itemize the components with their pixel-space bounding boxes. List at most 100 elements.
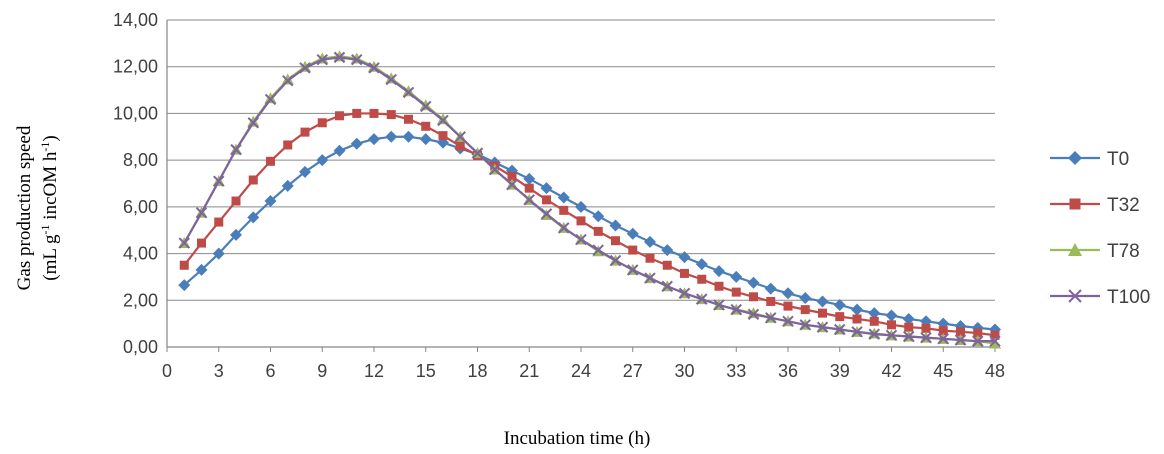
data-point-x-stroke — [178, 237, 190, 249]
data-point-diamond — [178, 279, 191, 292]
x-tick-label: 3 — [214, 361, 224, 381]
data-point-square — [352, 108, 362, 118]
data-point-square — [697, 274, 707, 284]
data-point-x — [385, 73, 397, 86]
data-point-x-stroke — [299, 62, 311, 74]
data-point-square — [369, 108, 379, 118]
x-tick-label: 42 — [881, 361, 901, 381]
legend-item-t0: T0 — [1050, 149, 1129, 170]
data-point-x — [954, 334, 967, 346]
x-tick-label: 9 — [317, 361, 327, 381]
x-tick-label: 15 — [416, 361, 436, 381]
data-point-x — [937, 333, 949, 345]
data-point-diamond — [747, 276, 760, 289]
data-point-x — [540, 208, 553, 220]
y-axis-unit-part2: incOM h — [40, 151, 61, 224]
data-point-x-stroke — [782, 315, 794, 328]
y-axis-title-line1: Gas production speed — [14, 125, 35, 290]
data-point-square — [973, 328, 983, 338]
y-tick-label: 10,00 — [113, 103, 158, 123]
x-tick-label: 6 — [265, 361, 275, 381]
data-point-x-stroke — [282, 75, 294, 87]
x-tick-label: 30 — [674, 361, 694, 381]
data-point-square — [869, 316, 879, 326]
y-axis-title-line2: (mL g-1 incOM h-1) — [38, 135, 61, 280]
data-point-x — [747, 308, 760, 321]
data-point-x — [333, 51, 346, 64]
data-point-diamond — [799, 291, 812, 304]
data-point-x-stroke — [264, 93, 277, 106]
data-point-x-stroke — [540, 208, 553, 220]
data-point-x-stroke — [402, 86, 415, 99]
data-point-square — [214, 217, 224, 227]
data-point-square — [179, 260, 189, 270]
data-point-x — [920, 331, 932, 344]
y-axis-unit-sup1: -1 — [38, 224, 52, 234]
data-point-diamond — [385, 130, 398, 143]
data-point-square — [645, 253, 655, 263]
data-point-x — [402, 86, 415, 99]
data-point-x — [972, 335, 984, 347]
data-point-diamond — [575, 200, 587, 213]
data-point-square — [438, 131, 448, 141]
data-point-diamond — [212, 247, 225, 260]
data-point-square — [818, 308, 827, 318]
series-line — [183, 112, 996, 337]
data-point-x-stroke — [954, 334, 967, 346]
data-point-x-stroke — [903, 330, 915, 343]
x-tick-label: 21 — [519, 361, 539, 381]
data-point-diamond — [316, 154, 329, 167]
data-point-square — [611, 236, 620, 246]
data-point-x — [264, 93, 277, 106]
series-line — [183, 56, 995, 343]
data-point-diamond — [730, 270, 743, 283]
y-axis-unit-part1: (mL g — [40, 234, 61, 281]
data-point-diamond — [644, 235, 656, 248]
x-tick-label: 45 — [933, 361, 953, 381]
data-point-x — [592, 244, 604, 256]
data-point-x — [816, 321, 829, 333]
data-point-diamond — [902, 312, 915, 325]
data-point-x-stroke — [489, 163, 501, 176]
data-point-diamond — [281, 179, 294, 192]
data-point-x — [782, 315, 794, 328]
data-point-square — [197, 238, 206, 248]
legend-item-t32: T32 — [1050, 195, 1140, 216]
data-point-diamond — [523, 172, 536, 185]
data-point-x — [523, 194, 535, 206]
data-point-square — [455, 141, 465, 151]
series-t32 — [179, 108, 1000, 340]
data-point-x — [420, 100, 432, 113]
data-point-x — [195, 206, 208, 219]
data-point-diamond — [333, 144, 346, 157]
data-point-diamond — [1068, 151, 1082, 165]
data-point-x — [713, 299, 725, 311]
data-point-diamond — [885, 309, 898, 322]
x-tick-label: 27 — [623, 361, 643, 381]
data-point-diamond — [868, 307, 881, 320]
data-point-x — [316, 54, 328, 66]
data-point-x-stroke — [920, 331, 932, 344]
data-point-x-stroke — [230, 143, 242, 156]
data-point-x — [368, 62, 380, 74]
legend-item-t100: T100 — [1050, 287, 1150, 308]
data-point-x — [609, 254, 622, 267]
data-point-square — [921, 323, 931, 333]
data-point-x — [575, 233, 587, 246]
data-point-x-stroke — [609, 254, 622, 267]
data-point-diamond — [678, 251, 691, 264]
data-point-diamond — [264, 195, 277, 208]
y-axis-unit-sup2: -1 — [38, 142, 52, 152]
legend-label: T100 — [1107, 287, 1150, 308]
data-point-x — [299, 62, 311, 74]
data-point-square — [335, 111, 344, 121]
data-point-square — [507, 171, 517, 181]
data-point-diamond — [402, 130, 415, 143]
data-point-square — [283, 140, 293, 150]
data-point-x — [644, 272, 656, 284]
data-point-x-stroke — [368, 62, 380, 74]
data-point-x-stroke — [765, 312, 777, 324]
y-tick-label: 4,00 — [123, 244, 158, 264]
data-point-square — [404, 114, 413, 124]
data-point-x-stroke — [834, 323, 846, 336]
